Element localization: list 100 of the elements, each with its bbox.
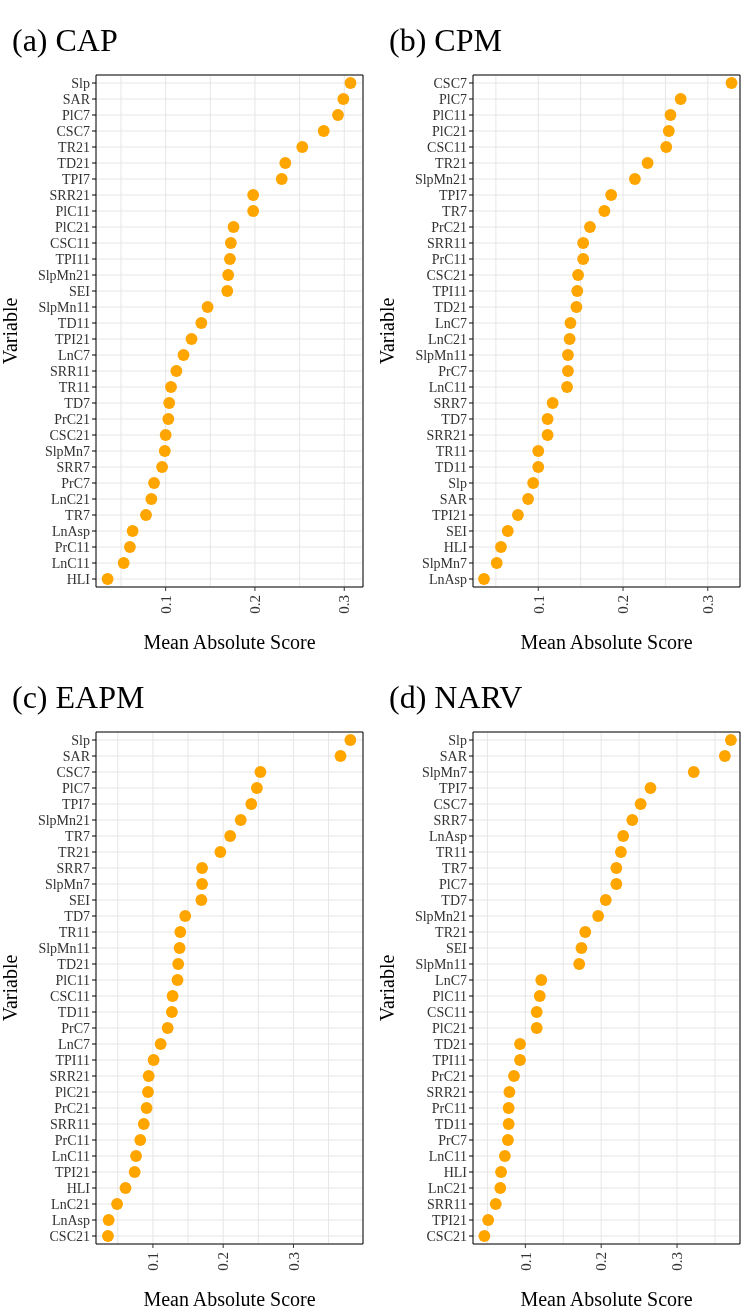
point <box>533 990 546 1002</box>
point <box>662 125 675 137</box>
point <box>564 317 577 329</box>
y-tick-label: CSC21 <box>49 1228 90 1244</box>
y-tick-label: CSC21 <box>49 427 90 443</box>
point <box>224 237 237 249</box>
y-tick-label: LnC7 <box>58 347 90 363</box>
y-tick-label: SlpMn7 <box>44 876 90 892</box>
y-axis-title: Variable <box>0 954 22 1022</box>
point <box>577 253 590 265</box>
y-tick-label: TPI21 <box>432 507 467 523</box>
y-tick-label: TPI21 <box>55 331 90 347</box>
point <box>725 77 738 89</box>
point <box>158 445 171 457</box>
y-tick-label: SRR7 <box>433 395 467 411</box>
y-tick-label: CSC7 <box>56 764 90 780</box>
y-tick-label: SEI <box>69 892 91 908</box>
y-tick-label: TR21 <box>58 139 90 155</box>
y-tick-label: CSC11 <box>50 988 90 1004</box>
point <box>478 1230 491 1242</box>
y-tick-label: HLI <box>443 1164 468 1180</box>
y-tick-label: TD7 <box>64 908 90 924</box>
point <box>535 974 548 986</box>
point <box>592 910 605 922</box>
point <box>174 926 187 938</box>
y-tick-label: PlC7 <box>438 876 467 892</box>
y-tick-label: CSC11 <box>427 1004 467 1020</box>
point <box>234 814 247 826</box>
point <box>571 285 584 297</box>
y-tick-label: PlC21 <box>54 1084 90 1100</box>
y-tick-label: TD21 <box>57 155 90 171</box>
point <box>664 109 677 121</box>
y-tick-label: SlpMn11 <box>415 347 467 363</box>
point <box>142 1070 155 1082</box>
point <box>514 1054 526 1066</box>
point <box>614 846 627 858</box>
point <box>142 1086 154 1098</box>
point <box>598 205 611 217</box>
point <box>512 509 524 521</box>
y-tick-label: TD11 <box>57 1004 90 1020</box>
y-tick-label: TPI21 <box>432 1212 467 1228</box>
point <box>162 413 175 425</box>
y-tick-label: PlC7 <box>61 107 90 123</box>
point <box>221 285 234 297</box>
point <box>508 1070 520 1082</box>
point <box>494 1182 507 1194</box>
y-tick-label: LnC21 <box>428 1180 467 1196</box>
y-tick-label: TR11 <box>58 379 90 395</box>
y-tick-label: TD7 <box>441 411 467 427</box>
point <box>502 1102 515 1114</box>
point <box>562 365 574 377</box>
point <box>222 269 235 281</box>
point <box>111 1198 123 1210</box>
y-tick-label: LnC11 <box>51 555 90 571</box>
y-tick-label: SlpMn21 <box>37 812 90 828</box>
y-tick-label: LnAsp <box>428 571 467 587</box>
y-tick-label: TPI7 <box>439 780 467 796</box>
point <box>156 461 168 473</box>
point <box>317 125 330 137</box>
point <box>530 1006 543 1018</box>
point <box>275 173 288 185</box>
point <box>541 413 554 425</box>
y-tick-label: SlpMn21 <box>414 908 467 924</box>
y-tick-label: Slp <box>448 475 467 491</box>
x-tick-label: 0.3 <box>669 1252 686 1271</box>
y-tick-label: SRR7 <box>433 812 467 828</box>
y-tick-label: PrC7 <box>438 363 467 379</box>
y-tick-label: TPI11 <box>432 283 467 299</box>
y-tick-label: LnC7 <box>58 1036 90 1052</box>
x-tick-label: 0.2 <box>615 595 632 614</box>
y-tick-label: TR21 <box>58 844 90 860</box>
point <box>573 958 586 970</box>
y-tick-label: SRR7 <box>56 459 90 475</box>
y-tick-label: TPI7 <box>62 171 90 187</box>
point <box>134 1134 147 1146</box>
point <box>148 477 160 489</box>
point <box>166 990 179 1002</box>
y-axis-title: Variable <box>0 297 22 365</box>
point <box>674 93 687 105</box>
y-tick-label: LnC11 <box>428 379 467 395</box>
y-tick-label: SAR <box>62 748 91 764</box>
y-tick-label: SRR11 <box>427 1196 467 1212</box>
x-tick-label: 0.3 <box>336 595 353 614</box>
y-tick-label: LnC21 <box>51 491 90 507</box>
y-tick-label: SRR21 <box>49 187 90 203</box>
y-tick-label: SlpMn7 <box>44 443 90 459</box>
point <box>171 974 184 986</box>
y-tick-label: TD21 <box>434 1036 467 1052</box>
point <box>502 1118 515 1130</box>
point <box>102 1214 115 1226</box>
y-tick-label: Slp <box>448 732 467 748</box>
y-tick-label: LnC21 <box>51 1196 90 1212</box>
y-tick-label: SEI <box>69 283 91 299</box>
point <box>718 750 731 762</box>
y-tick-label: HLI <box>66 1180 91 1196</box>
point <box>195 317 208 329</box>
y-tick-label: CSC7 <box>433 75 467 91</box>
point <box>495 1166 507 1178</box>
y-tick-label: SRR21 <box>426 1084 467 1100</box>
point <box>501 1134 514 1146</box>
